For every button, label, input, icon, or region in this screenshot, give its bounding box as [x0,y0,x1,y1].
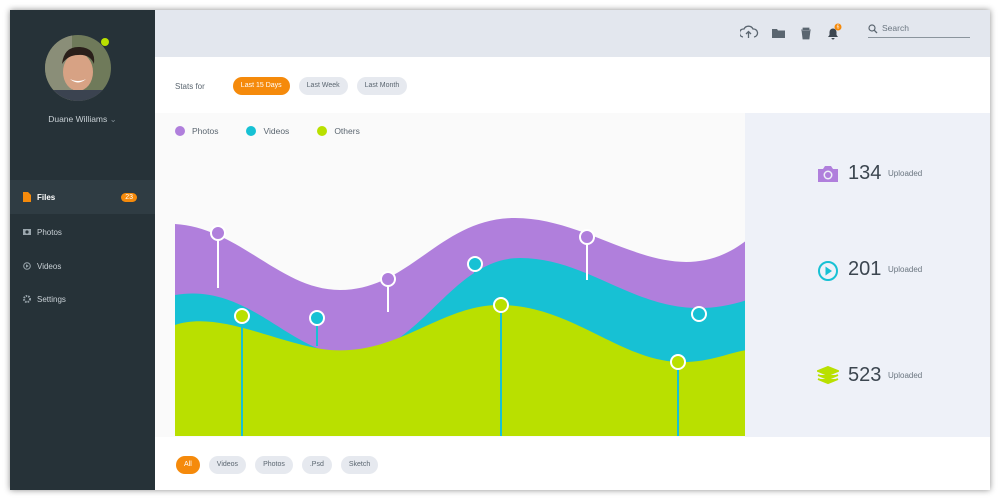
legend-swatch [246,126,257,136]
menu-label: Settings [37,294,66,304]
toolbar-icons: 6 [740,23,842,40]
stats-filter: Stats for Last 15 Days Last Week Last Mont… [175,77,416,95]
stat-label: Uploaded [888,265,923,274]
search-placeholder: Search [882,23,909,33]
trash-icon[interactable] [801,27,811,40]
filter-chip[interactable]: Last 15 Days [232,77,290,95]
search-box[interactable]: Search [868,21,970,38]
menu-item[interactable]: Settings [10,282,155,316]
legend-item[interactable]: Others [317,126,360,136]
search-icon [868,24,878,34]
legend-label: Others [334,126,360,136]
legend-item[interactable]: Videos [246,126,289,136]
legend-swatch [317,126,328,136]
folder-icon[interactable] [772,29,785,38]
file-type-filter: All Videos Photos .Psd Sketch [176,456,387,474]
menu-label: Files [37,192,56,202]
filter-chip[interactable]: Videos [208,456,247,474]
legend-swatch [175,126,185,136]
menu-item[interactable]: Videos [10,249,155,283]
play-icon [818,261,838,281]
filter-chip[interactable]: All [176,456,200,474]
photo-icon [23,229,31,235]
filter-options: Last 15 Days Last Week Last Month [232,77,416,95]
menu-item[interactable]: Files 23 [10,180,155,214]
video-icon [23,262,31,270]
upload-icon[interactable] [740,25,759,38]
legend-item[interactable]: Photos [175,126,218,136]
bell-icon[interactable] [828,28,838,40]
filter-chip[interactable]: Last Month [356,77,408,95]
stats-panel: 134 Uploaded 201 Uploaded 523 Uploaded [745,113,990,437]
stat-value: 523 [848,364,882,386]
menu-badge: 23 [121,192,137,202]
filter-chip[interactable]: .Psd [301,456,332,474]
filter-chip[interactable]: Photos [255,456,293,474]
top-bar: 6 Search [155,10,990,57]
camera-icon [818,166,838,182]
photo-pins [210,225,595,312]
avatar [45,35,111,101]
layers-icon [817,366,839,385]
app-window: Duane Williams ⌄ Files 23 Photos Videos … [10,10,990,490]
legend-label: Photos [192,126,219,136]
sidebar: Duane Williams ⌄ Files 23 Photos Videos … [10,10,155,490]
settings-icon [23,295,31,303]
legend-label: Videos [263,126,290,136]
menu-label: Videos [37,261,62,271]
legend: Photos Videos Others [175,126,368,136]
user-name-text: Duane Williams [48,114,108,124]
notification-count: 6 [837,25,840,31]
filter-label: Stats for [175,81,205,91]
file-icon [23,192,31,202]
area-chart [175,218,747,436]
stat-label: Uploaded [888,169,923,178]
stat-value: 201 [848,258,882,280]
others-area [175,305,747,436]
user-name[interactable]: Duane Williams ⌄ [48,114,117,124]
stat-label: Uploaded [888,371,923,380]
filter-chip[interactable]: Sketch [340,456,379,474]
video-pins [309,256,707,358]
filter-chip[interactable]: Last Week [298,77,348,95]
menu-item[interactable]: Photos [10,215,155,249]
other-pins [234,297,686,436]
stat-value: 134 [848,162,882,184]
menu-label: Photos [37,227,62,237]
